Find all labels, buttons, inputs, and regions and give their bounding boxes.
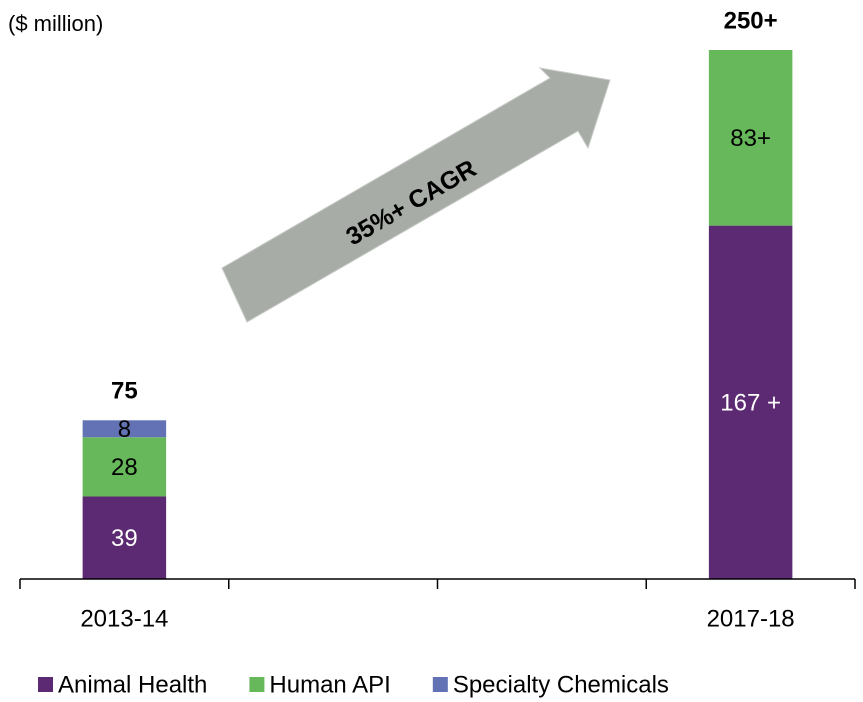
bar-segment — [82, 496, 167, 579]
legend-label: Animal Health — [58, 671, 207, 698]
bar-segment — [82, 420, 167, 438]
bar-segment — [82, 437, 167, 497]
legend-swatch — [432, 677, 448, 692]
bar-segment — [708, 50, 793, 226]
value-label: 167 + — [720, 390, 781, 417]
cagr-arrow: 35%+ CAGR — [221, 67, 611, 323]
value-label: 83+ — [730, 125, 771, 152]
total-label: 75 — [111, 378, 138, 405]
legend-swatch — [38, 677, 53, 692]
value-label: 28 — [111, 454, 138, 481]
bar-segment — [708, 225, 793, 580]
value-label: 39 — [111, 525, 138, 552]
value-label: 8 — [118, 416, 131, 443]
legend-label: Specialty Chemicals — [453, 671, 669, 698]
legend-swatch — [249, 677, 265, 692]
x-tick-label: 2013-14 — [80, 605, 168, 632]
x-tick-label: 2017-18 — [707, 605, 795, 632]
arrow-shape — [221, 67, 611, 323]
unit-label: ($ million) — [8, 11, 103, 36]
total-label: 250+ — [724, 7, 778, 34]
legend-label: Human API — [269, 671, 390, 698]
